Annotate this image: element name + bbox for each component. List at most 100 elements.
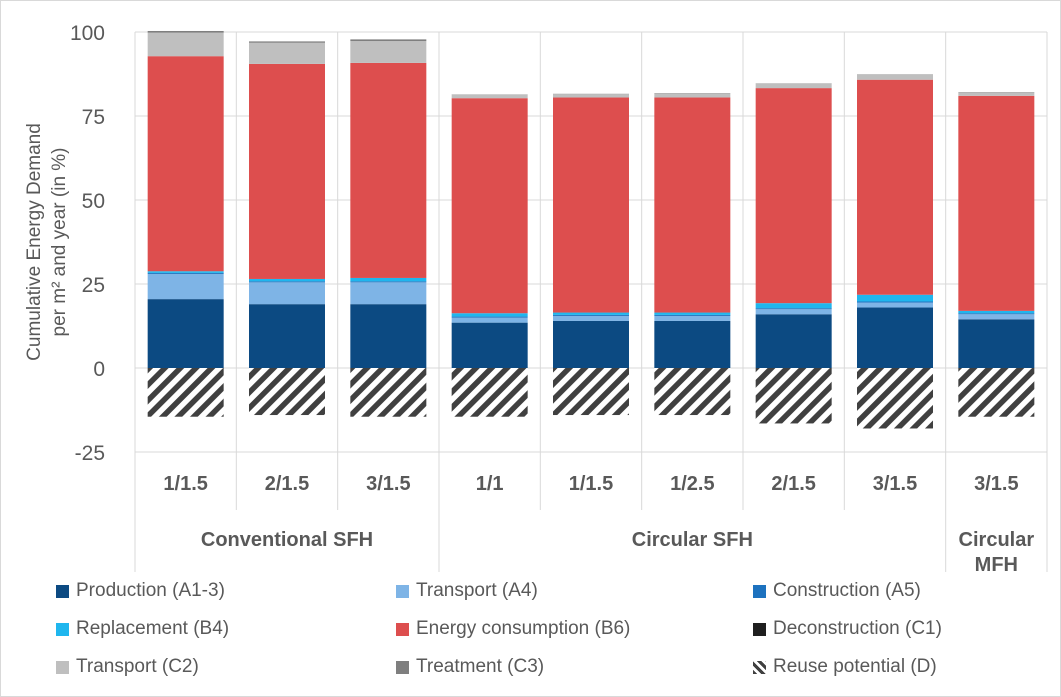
bar-segment <box>958 310 1035 314</box>
bar-segment <box>249 282 325 305</box>
bar-segment <box>249 278 325 282</box>
legend-swatch <box>56 660 69 674</box>
bar-segment <box>249 63 325 279</box>
bar-segment <box>249 42 325 64</box>
bar-segment <box>451 94 528 99</box>
bar-segment <box>350 62 427 278</box>
bar-segment <box>350 41 427 63</box>
bar-segment <box>249 41 325 43</box>
y-tick-label: 0 <box>93 358 105 381</box>
bar-segment <box>147 272 224 274</box>
legend-label: Replacement (B4) <box>76 618 230 639</box>
x-tick-label: 3/1.5 <box>366 473 410 495</box>
legend-swatch <box>396 660 409 674</box>
legend-swatch <box>753 622 766 636</box>
legend-swatch <box>56 622 69 636</box>
bar-segment <box>755 303 832 309</box>
legend-label: Treatment (C3) <box>416 656 545 677</box>
legend-label: Transport (C2) <box>76 656 199 677</box>
legend-item: Deconstruction (C1) <box>753 618 942 640</box>
legend-label: Construction (A5) <box>773 580 921 601</box>
x-tick-label: 2/1.5 <box>771 473 815 495</box>
legend-item: Replacement (B4) <box>56 618 229 640</box>
bar-segment <box>654 97 731 313</box>
bar-segment <box>755 308 832 310</box>
legend-swatch <box>396 622 409 636</box>
x-tick-label: 3/1.5 <box>873 473 917 495</box>
y-tick-label: 50 <box>82 190 105 213</box>
bar-segment <box>147 271 224 273</box>
bar-segment <box>958 319 1035 368</box>
bar-segment <box>451 313 528 317</box>
bar-segment <box>755 314 832 368</box>
bar-segment <box>147 368 224 417</box>
bar-segment <box>654 314 731 316</box>
bar-segment <box>553 94 629 98</box>
bar-segment <box>857 368 933 429</box>
bar-segment <box>755 368 832 424</box>
legend-label: Transport (A4) <box>416 580 538 601</box>
bar-segment <box>755 309 832 315</box>
bar-segment <box>147 30 224 33</box>
bar-segment <box>654 312 731 315</box>
legend-swatch <box>753 584 766 598</box>
bar-segment <box>755 88 832 304</box>
group-label-line: MFH <box>975 554 1018 576</box>
bar-segment <box>451 316 528 318</box>
bar-segment <box>857 301 933 303</box>
x-tick-label: 2/1.5 <box>265 473 309 495</box>
bar-segment <box>350 39 427 42</box>
bar-segment <box>147 299 224 368</box>
legend-swatch <box>56 584 69 598</box>
legend-item: Production (A1-3) <box>56 580 225 602</box>
legend-swatch <box>396 584 409 598</box>
bar-segment <box>350 368 427 417</box>
bar-segment <box>553 315 629 321</box>
legend-item: Energy consumption (B6) <box>396 618 630 640</box>
y-tick-label: 25 <box>82 274 105 297</box>
legend-item: Transport (A4) <box>396 580 538 602</box>
legend-label: Energy consumption (B6) <box>416 618 631 639</box>
legend-swatch <box>753 660 766 674</box>
bar-segment <box>451 368 528 417</box>
bar-segment <box>147 32 224 57</box>
bar-segment <box>654 320 731 368</box>
bar-segment <box>958 313 1035 315</box>
bar-segment <box>553 97 629 313</box>
legend-item: Transport (C2) <box>56 656 199 678</box>
bar-segment <box>350 304 427 368</box>
bar-segment <box>249 304 325 368</box>
bar-segment <box>958 95 1035 311</box>
bar-segment <box>451 317 528 323</box>
group-label-line: Circular <box>959 529 1035 551</box>
bar-segment <box>553 312 629 315</box>
x-tick-label: 1/1.5 <box>163 473 207 495</box>
bar-segment <box>249 281 325 283</box>
bar-segment <box>350 277 427 282</box>
bar-segment <box>654 315 731 321</box>
bar-segment <box>147 56 224 272</box>
bar-segment <box>857 302 933 308</box>
bar-segment <box>654 93 731 98</box>
bar-segment <box>451 98 528 314</box>
legend: Production (A1-3) Transport (A4) Construct… <box>56 580 1046 690</box>
legend-label: Reuse potential (D) <box>773 656 937 677</box>
bar-segment <box>958 368 1035 417</box>
y-axis-label-line: Cumulative Energy Demand <box>24 123 45 361</box>
x-tick-label: 1/2.5 <box>670 473 714 495</box>
group-label: Conventional SFH <box>201 529 373 551</box>
bar-segment <box>857 79 933 295</box>
x-tick-label: 3/1.5 <box>974 473 1018 495</box>
x-tick-label: 1/1.5 <box>569 473 613 495</box>
bar-segment <box>958 314 1035 320</box>
y-tick-label: -25 <box>75 442 105 465</box>
legend-label: Production (A1-3) <box>76 580 225 601</box>
bar-segment <box>350 282 427 305</box>
bar-segment <box>857 74 933 80</box>
bar-segment <box>958 92 1035 96</box>
bar-segment <box>249 368 325 416</box>
y-axis-label: Cumulative Energy Demand per m² and year … <box>24 123 70 361</box>
x-tick-label: 1/1 <box>476 473 504 495</box>
legend-item: Treatment (C3) <box>396 656 544 678</box>
